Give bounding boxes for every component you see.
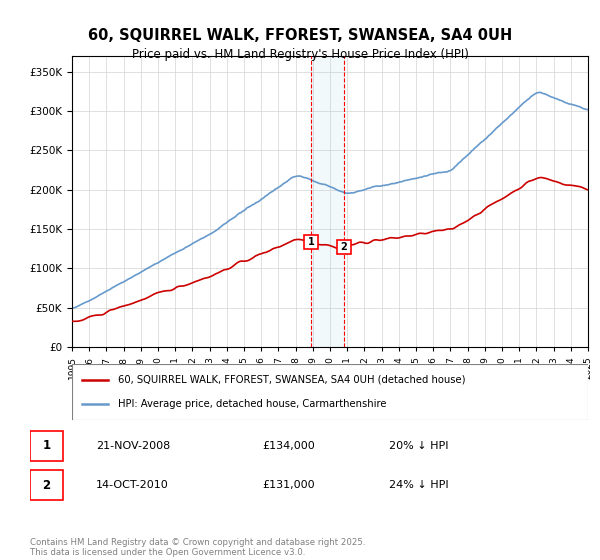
Text: 60, SQUIRREL WALK, FFOREST, SWANSEA, SA4 0UH (detached house): 60, SQUIRREL WALK, FFOREST, SWANSEA, SA4… — [118, 375, 466, 385]
Text: £134,000: £134,000 — [262, 441, 314, 451]
Text: 60, SQUIRREL WALK, FFOREST, SWANSEA, SA4 0UH: 60, SQUIRREL WALK, FFOREST, SWANSEA, SA4… — [88, 28, 512, 43]
Text: £131,000: £131,000 — [262, 480, 314, 490]
Text: 1: 1 — [43, 440, 50, 452]
Bar — [311, 56, 344, 347]
Text: Price paid vs. HM Land Registry's House Price Index (HPI): Price paid vs. HM Land Registry's House … — [131, 48, 469, 60]
Text: 24% ↓ HPI: 24% ↓ HPI — [389, 480, 448, 490]
Text: 14-OCT-2010: 14-OCT-2010 — [96, 480, 169, 490]
FancyBboxPatch shape — [72, 364, 588, 420]
FancyBboxPatch shape — [30, 470, 63, 500]
Text: 2: 2 — [43, 479, 50, 492]
Text: HPI: Average price, detached house, Carmarthenshire: HPI: Average price, detached house, Carm… — [118, 399, 387, 409]
Text: 20% ↓ HPI: 20% ↓ HPI — [389, 441, 448, 451]
Text: 21-NOV-2008: 21-NOV-2008 — [96, 441, 170, 451]
Text: 2: 2 — [340, 241, 347, 251]
Text: 1: 1 — [308, 237, 314, 248]
FancyBboxPatch shape — [30, 431, 63, 461]
Text: Contains HM Land Registry data © Crown copyright and database right 2025.
This d: Contains HM Land Registry data © Crown c… — [30, 538, 365, 557]
